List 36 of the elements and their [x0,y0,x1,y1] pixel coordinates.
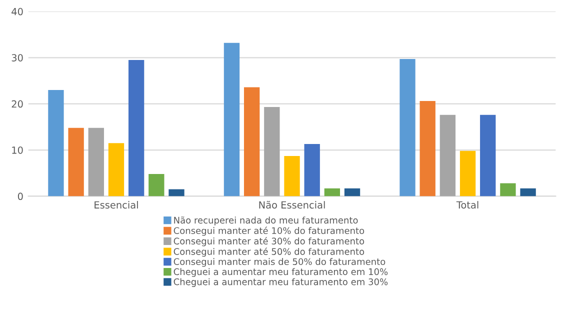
bar [304,144,320,196]
legend-label: Consegui manter até 30% do faturamento [174,237,364,246]
bar [264,107,280,196]
bar [244,87,260,196]
bar [108,143,124,196]
x-tick-label: Essencial [94,201,138,209]
bar [168,189,184,196]
y-tick-label: 30 [12,54,23,62]
bar [400,59,416,196]
y-tick-label: 20 [12,100,23,108]
bar [500,183,516,196]
bar [440,114,456,196]
bar [48,90,64,196]
x-tick-label: Total [456,201,478,209]
y-tick-label: 40 [12,8,23,16]
bar [148,174,164,196]
x-tick-label: Não Essencial [259,200,325,209]
legend-label: Consegui manter até 10% do faturamento [174,226,364,236]
bar [128,60,144,196]
legend-label: Cheguei a aumentar meu faturamento em 10% [174,268,388,277]
bar [420,101,436,196]
legend-label: Não recuperei nada do meu faturamento [174,216,358,226]
legend-label: Consegui manter mais de 50% do faturamento [174,258,386,267]
legend-label: Consegui manter até 50% do faturamento [174,248,364,257]
bar [520,188,536,196]
legend-label: Cheguei a aumentar meu faturamento em 30% [174,278,388,287]
y-tick-label: 10 [12,146,23,154]
bar [88,128,104,196]
bar [68,128,84,196]
bar [344,188,360,196]
bar [460,150,476,196]
bar [480,114,496,196]
bar [224,42,240,196]
bar [284,156,300,196]
y-tick-label: 0 [18,192,23,200]
bar [324,188,340,196]
